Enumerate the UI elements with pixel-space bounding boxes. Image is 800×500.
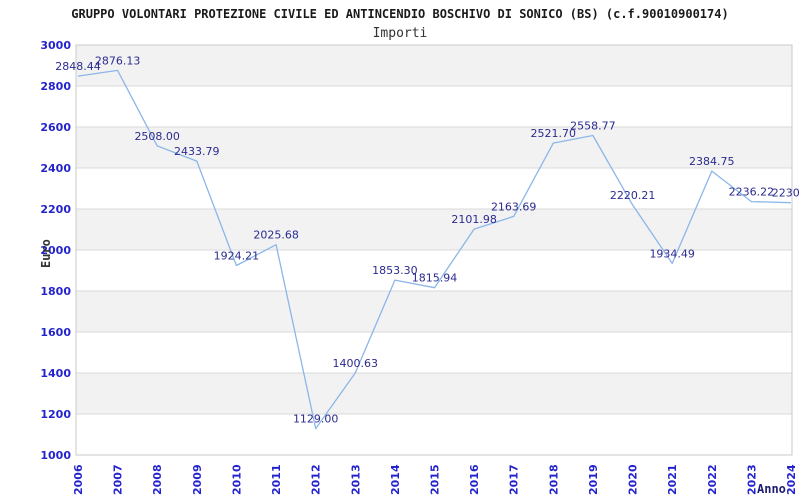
y-axis-ticks: 1000 1200 1400 1600 1800 2000 2200 2400 2600 2800…: [40, 39, 71, 462]
point-label: 2236.22: [729, 186, 775, 199]
plot-band: [76, 168, 792, 209]
y-tick-label: 1600: [40, 326, 71, 339]
x-tick-label: 2008: [151, 464, 164, 495]
point-label: 2848.44: [55, 60, 101, 73]
x-tick-label: 2010: [230, 464, 243, 495]
y-axis-title: Euro: [39, 239, 53, 268]
point-label: 2384.75: [689, 155, 735, 168]
x-tick-label: 2014: [389, 464, 402, 495]
plot-border: [75, 44, 793, 456]
x-tick-label: 2017: [508, 464, 521, 495]
y-tick-label: 2800: [40, 80, 71, 93]
plot-band: [76, 291, 792, 332]
x-tick-label: 2020: [627, 464, 640, 495]
y-tick-label: 2400: [40, 162, 71, 175]
y-tick-label: 1200: [40, 408, 71, 421]
grid-lines: [76, 85, 792, 415]
point-label: 1400.63: [333, 357, 379, 370]
point-label: 2521.70: [531, 127, 577, 140]
x-tick-label: 2023: [745, 464, 758, 495]
point-label: 1129.00: [293, 413, 339, 426]
point-label: 1815.94: [412, 272, 458, 285]
point-label: 1924.21: [214, 250, 260, 263]
y-tick-label: 2000: [40, 244, 71, 257]
point-label: 2558.77: [570, 120, 616, 133]
y-tick-label: 1800: [40, 285, 71, 298]
plot-band: [76, 86, 792, 127]
x-tick-label: 2012: [310, 464, 323, 495]
plot-band: [76, 45, 792, 86]
x-axis-title: Anno: [757, 482, 786, 496]
plot-band: [76, 414, 792, 455]
x-tick-label: 2015: [429, 464, 442, 495]
y-tick-label: 1400: [40, 367, 71, 380]
x-tick-label: 2013: [349, 464, 362, 495]
y-tick-label: 3000: [40, 39, 71, 52]
plot-band: [76, 250, 792, 291]
plot-bands: [76, 45, 792, 455]
point-label: 2508.00: [134, 130, 180, 143]
chart-title: GRUPPO VOLONTARI PROTEZIONE CIVILE ED AN…: [71, 7, 729, 21]
x-tick-label: 2021: [666, 464, 679, 495]
point-label: 2433.79: [174, 145, 220, 158]
point-label: 1853.30: [372, 264, 418, 277]
plot-band: [76, 209, 792, 250]
x-tick-label: 2007: [112, 464, 125, 495]
y-tick-label: 1000: [40, 449, 71, 462]
point-label: 1934.49: [649, 247, 695, 260]
y-tick-label: 2200: [40, 203, 71, 216]
x-tick-label: 2016: [468, 464, 481, 495]
x-tick-label: 2011: [270, 464, 283, 495]
chart-subtitle: Importi: [372, 26, 428, 41]
x-tick-label: 2009: [191, 464, 204, 495]
point-label: 2876.13: [95, 54, 141, 67]
x-axis-ticks: 2006 2007 2008 2009 2010 2011 2012 2013 2014 2015…: [72, 464, 798, 495]
point-label: 2230.5: [772, 187, 800, 200]
data-line: [77, 69, 792, 430]
x-tick-label: 2019: [587, 464, 600, 495]
x-tick-label: 2022: [706, 464, 719, 495]
x-tick-label: 2006: [72, 464, 85, 495]
x-tick-label: 2018: [547, 464, 560, 495]
point-label: 2220.21: [610, 189, 656, 202]
plot-band: [76, 332, 792, 373]
x-tick-label: 2024: [785, 464, 798, 495]
point-label: 2101.98: [451, 213, 497, 226]
y-tick-label: 2600: [40, 121, 71, 134]
point-label: 2025.68: [253, 229, 299, 242]
plot-band: [76, 373, 792, 414]
point-label: 2163.69: [491, 200, 537, 213]
